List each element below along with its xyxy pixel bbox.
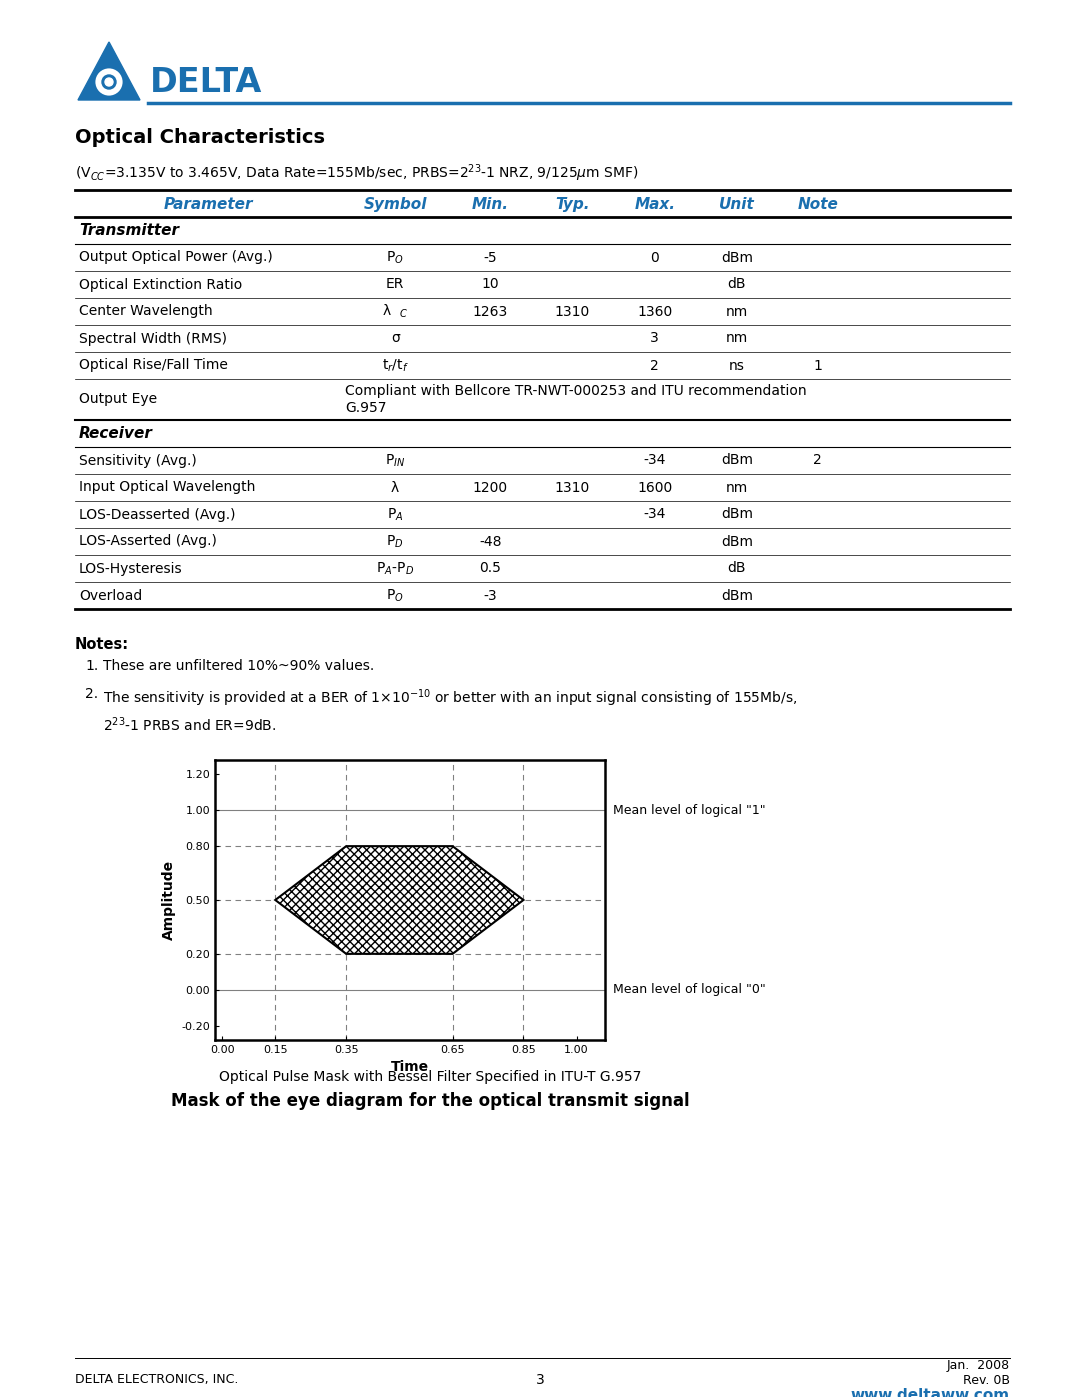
Y-axis label: Amplitude: Amplitude: [162, 861, 176, 940]
Text: Max.: Max.: [634, 197, 675, 212]
Text: 1600: 1600: [637, 481, 673, 495]
Text: -5: -5: [484, 250, 497, 264]
Text: Output Optical Power (Avg.): Output Optical Power (Avg.): [79, 250, 273, 264]
Text: The sensitivity is provided at a BER of 1×10$^{-10}$ or better with an input sig: The sensitivity is provided at a BER of …: [103, 687, 797, 708]
Text: Jan.  2008: Jan. 2008: [947, 1359, 1010, 1372]
Text: DELTA: DELTA: [150, 66, 262, 99]
Text: Optical Extinction Ratio: Optical Extinction Ratio: [79, 278, 242, 292]
Text: P$_O$: P$_O$: [387, 587, 404, 604]
Text: dBm: dBm: [721, 535, 753, 549]
Text: 1: 1: [813, 359, 822, 373]
Text: LOS-Hysteresis: LOS-Hysteresis: [79, 562, 183, 576]
Text: 10: 10: [482, 278, 499, 292]
Text: DELTA ELECTRONICS, INC.: DELTA ELECTRONICS, INC.: [75, 1373, 239, 1386]
Text: 1.: 1.: [85, 659, 98, 673]
Text: 2: 2: [650, 359, 659, 373]
Text: Symbol: Symbol: [364, 197, 427, 212]
Text: -34: -34: [644, 454, 666, 468]
Text: Optical Pulse Mask with Bessel Filter Specified in ITU-T G.957: Optical Pulse Mask with Bessel Filter Sp…: [219, 1070, 642, 1084]
Text: 0.5: 0.5: [480, 562, 501, 576]
Text: P$_O$: P$_O$: [387, 249, 404, 265]
Text: Rev. 0B: Rev. 0B: [963, 1373, 1010, 1386]
Text: LOS-Asserted (Avg.): LOS-Asserted (Avg.): [79, 535, 217, 549]
Text: -34: -34: [644, 507, 666, 521]
Text: Mask of the eye diagram for the optical transmit signal: Mask of the eye diagram for the optical …: [171, 1092, 689, 1111]
Text: Compliant with Bellcore TR-NWT-000253 and ITU recommendation: Compliant with Bellcore TR-NWT-000253 an…: [346, 384, 807, 398]
Text: P$_D$: P$_D$: [387, 534, 404, 549]
Text: Note: Note: [797, 197, 838, 212]
Text: Mean level of logical "0": Mean level of logical "0": [613, 983, 766, 996]
Text: G.957: G.957: [346, 401, 387, 415]
Text: 1200: 1200: [473, 481, 508, 495]
Text: 1310: 1310: [555, 481, 590, 495]
Text: λ: λ: [391, 481, 400, 495]
Text: Receiver: Receiver: [79, 426, 153, 441]
X-axis label: Time: Time: [391, 1060, 429, 1074]
Text: σ: σ: [391, 331, 400, 345]
Text: nm: nm: [726, 481, 748, 495]
Text: Unit: Unit: [719, 197, 755, 212]
Text: (V$_{CC}$=3.135V to 3.465V, Data Rate=155Mb/sec, PRBS=2$^{23}$-1 NRZ, 9/125$\mu$: (V$_{CC}$=3.135V to 3.465V, Data Rate=15…: [75, 162, 638, 183]
Text: Sensitivity (Avg.): Sensitivity (Avg.): [79, 454, 197, 468]
Text: ER: ER: [386, 278, 404, 292]
Text: Mean level of logical "1": Mean level of logical "1": [613, 803, 766, 817]
Text: 0: 0: [650, 250, 659, 264]
Text: dB: dB: [728, 562, 746, 576]
Text: 3: 3: [536, 1373, 544, 1387]
Text: Optical Rise/Fall Time: Optical Rise/Fall Time: [79, 359, 228, 373]
Text: 3: 3: [650, 331, 659, 345]
Text: Spectral Width (RMS): Spectral Width (RMS): [79, 331, 227, 345]
Text: Optical Characteristics: Optical Characteristics: [75, 129, 325, 147]
Text: nm: nm: [726, 305, 748, 319]
Polygon shape: [78, 42, 140, 101]
Text: 1263: 1263: [473, 305, 508, 319]
Text: P$_{IN}$: P$_{IN}$: [386, 453, 405, 469]
Text: dBm: dBm: [721, 454, 753, 468]
Text: Center Wavelength: Center Wavelength: [79, 305, 213, 319]
Text: Min.: Min.: [472, 197, 509, 212]
Text: dBm: dBm: [721, 250, 753, 264]
Text: dBm: dBm: [721, 507, 753, 521]
Text: 2.: 2.: [85, 687, 98, 701]
Text: LOS-Deasserted (Avg.): LOS-Deasserted (Avg.): [79, 507, 235, 521]
Text: 1360: 1360: [637, 305, 673, 319]
Circle shape: [102, 75, 116, 89]
Text: t$_r$/t$_f$: t$_r$/t$_f$: [382, 358, 408, 374]
Text: λ  $_C$: λ $_C$: [382, 303, 408, 320]
Text: ns: ns: [729, 359, 745, 373]
Polygon shape: [275, 847, 524, 954]
Text: These are unfiltered 10%~90% values.: These are unfiltered 10%~90% values.: [103, 659, 375, 673]
Text: Overload: Overload: [79, 588, 143, 602]
Circle shape: [105, 78, 113, 87]
Text: Typ.: Typ.: [555, 197, 590, 212]
Text: Transmitter: Transmitter: [79, 224, 179, 237]
Text: P$_A$: P$_A$: [387, 506, 404, 522]
Text: 1310: 1310: [555, 305, 590, 319]
Text: dBm: dBm: [721, 588, 753, 602]
Text: -48: -48: [478, 535, 501, 549]
Text: www.deltaww.com: www.deltaww.com: [851, 1389, 1010, 1397]
Text: nm: nm: [726, 331, 748, 345]
Text: Parameter: Parameter: [163, 197, 253, 212]
Circle shape: [94, 67, 124, 96]
Text: Input Optical Wavelength: Input Optical Wavelength: [79, 481, 255, 495]
Text: Notes:: Notes:: [75, 637, 130, 652]
Text: 2$^{23}$-1 PRBS and ER=9dB.: 2$^{23}$-1 PRBS and ER=9dB.: [103, 715, 276, 733]
Text: Output Eye: Output Eye: [79, 393, 157, 407]
Text: 2: 2: [813, 454, 822, 468]
Text: -3: -3: [484, 588, 497, 602]
Text: P$_A$-P$_D$: P$_A$-P$_D$: [376, 560, 415, 577]
Text: dB: dB: [728, 278, 746, 292]
